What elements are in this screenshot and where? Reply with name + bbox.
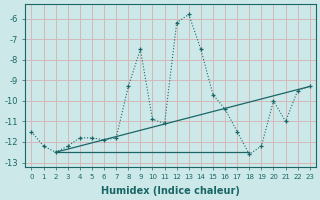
X-axis label: Humidex (Indice chaleur): Humidex (Indice chaleur)	[101, 186, 240, 196]
